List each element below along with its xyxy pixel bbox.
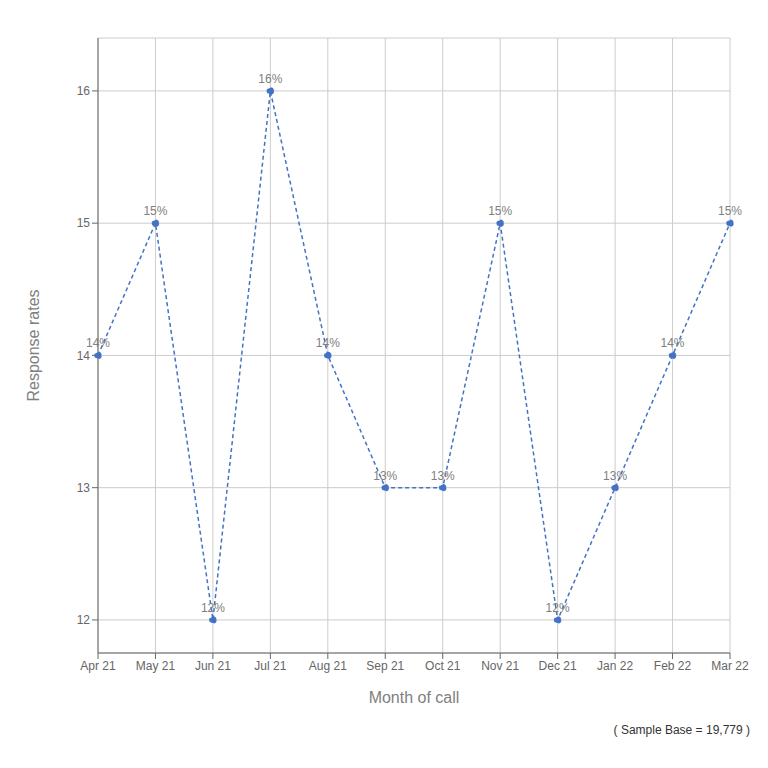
svg-text:13%: 13% <box>373 469 397 483</box>
svg-text:15%: 15% <box>488 204 512 218</box>
svg-text:Aug 21: Aug 21 <box>309 659 347 673</box>
html-text:( Sample Base = 19,779 ): ( Sample Base = 19,779 ) <box>613 723 750 737</box>
svg-text:May 21: May 21 <box>136 659 176 673</box>
svg-text:15%: 15% <box>718 204 742 218</box>
svg-text:Month of call: Month of call <box>369 689 460 706</box>
svg-text:16: 16 <box>77 84 91 98</box>
svg-text:Oct 21: Oct 21 <box>425 659 461 673</box>
svg-text:12%: 12% <box>546 601 570 615</box>
svg-text:14%: 14% <box>86 336 110 350</box>
svg-text:Jun 21: Jun 21 <box>195 659 231 673</box>
svg-text:14: 14 <box>77 349 91 363</box>
svg-text:12: 12 <box>77 613 91 627</box>
svg-text:15%: 15% <box>143 204 167 218</box>
svg-text:Dec 21: Dec 21 <box>539 659 577 673</box>
svg-text:14%: 14% <box>661 336 685 350</box>
svg-text:13: 13 <box>77 481 91 495</box>
svg-text:Response rates: Response rates <box>25 289 42 401</box>
svg-text:15: 15 <box>77 216 91 230</box>
svg-text:Nov 21: Nov 21 <box>481 659 519 673</box>
svg-text:Sep 21: Sep 21 <box>366 659 404 673</box>
svg-text:13%: 13% <box>603 469 627 483</box>
svg-text:12%: 12% <box>201 601 225 615</box>
svg-text:Feb 22: Feb 22 <box>654 659 692 673</box>
svg-text:Jul 21: Jul 21 <box>254 659 286 673</box>
svg-text:Apr 21: Apr 21 <box>80 659 116 673</box>
svg-text:13%: 13% <box>431 469 455 483</box>
svg-text:14%: 14% <box>316 336 340 350</box>
svg-text:Mar 22: Mar 22 <box>711 659 749 673</box>
svg-text:Jan 22: Jan 22 <box>597 659 633 673</box>
svg-text:16%: 16% <box>258 72 282 86</box>
